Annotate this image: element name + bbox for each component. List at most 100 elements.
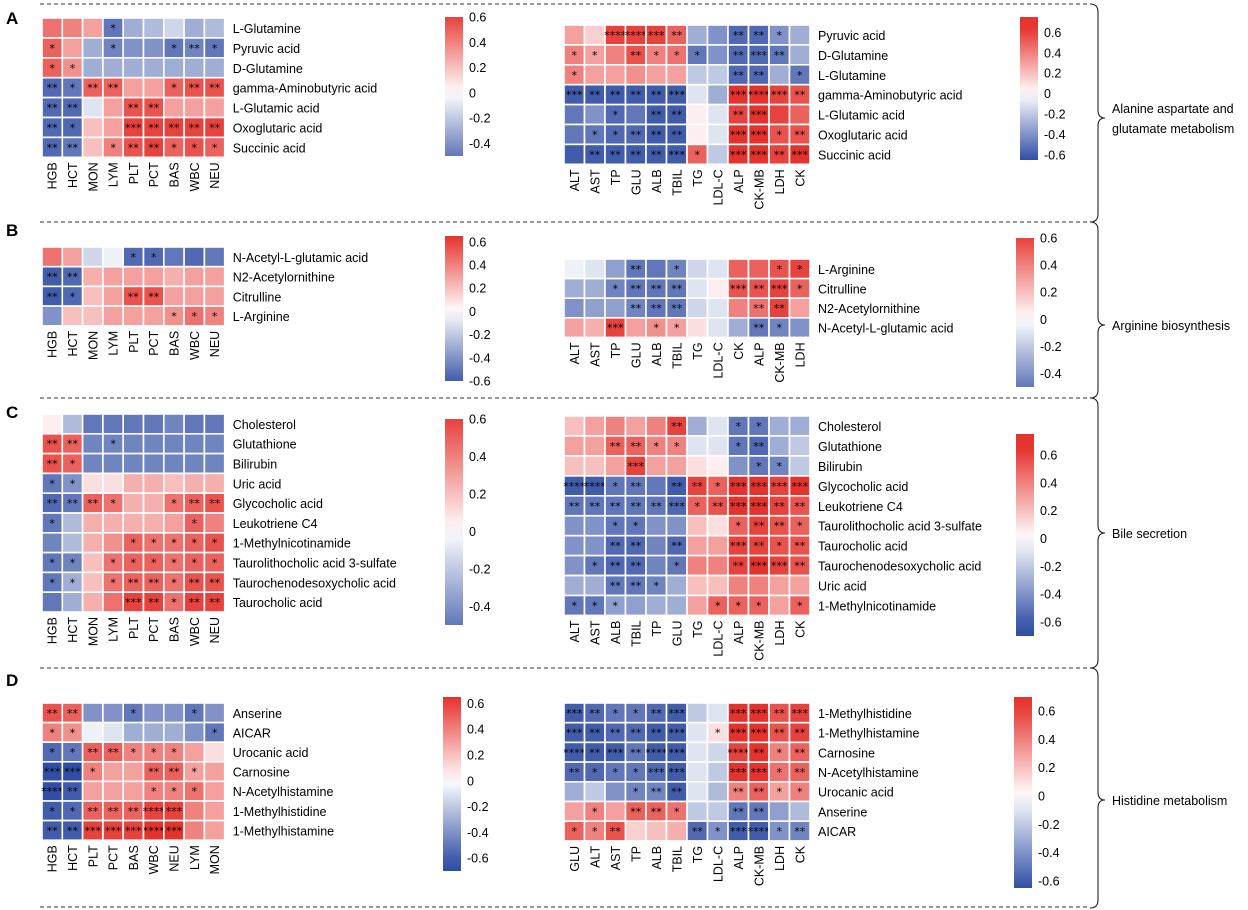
heatmap-cell bbox=[604, 800, 627, 823]
significance-star: **** bbox=[748, 825, 771, 838]
heatmap-cell bbox=[788, 24, 811, 46]
significance-star: * bbox=[110, 141, 116, 154]
colorbar-tick-label: 0.4 bbox=[467, 723, 484, 737]
significance-star: ** bbox=[128, 102, 140, 115]
significance-star: * bbox=[695, 49, 701, 62]
column-label: ALB bbox=[650, 846, 664, 870]
heatmap-cell bbox=[706, 514, 729, 537]
heatmap-cell bbox=[61, 37, 84, 59]
heatmap-cell bbox=[81, 285, 104, 307]
significance-star: * bbox=[674, 440, 680, 453]
heatmap-cell bbox=[203, 265, 226, 288]
column-label: MON bbox=[86, 617, 100, 646]
significance-star: ** bbox=[753, 786, 765, 799]
colorbar-tick-label: 0.2 bbox=[469, 61, 486, 75]
column-label: LYM bbox=[107, 162, 121, 187]
heatmap-cell bbox=[163, 96, 185, 119]
heatmap-cell bbox=[122, 472, 145, 494]
significance-star: * bbox=[90, 766, 96, 779]
significance-star: * bbox=[777, 322, 783, 335]
heatmap-cell bbox=[645, 534, 668, 557]
column-label: LDL-C bbox=[711, 846, 725, 882]
significance-star: ** bbox=[794, 825, 806, 838]
heatmap-cell bbox=[686, 761, 709, 783]
heatmap-cell bbox=[706, 574, 729, 597]
significance-star: *** bbox=[648, 29, 665, 42]
significance-star: * bbox=[49, 576, 55, 589]
significance-star: * bbox=[797, 600, 803, 613]
heatmap-cell bbox=[142, 37, 165, 59]
significance-star: * bbox=[110, 557, 116, 570]
significance-star: ** bbox=[67, 102, 79, 115]
heatmap-cell bbox=[183, 17, 206, 39]
significance-star: * bbox=[613, 766, 619, 779]
significance-star: * bbox=[756, 600, 762, 613]
significance-star: * bbox=[797, 263, 803, 276]
heatmap-cell bbox=[163, 246, 185, 268]
significance-star: ** bbox=[651, 302, 663, 315]
significance-star: **** bbox=[584, 480, 607, 493]
significance-star: ** bbox=[67, 707, 79, 720]
heatmap-cell bbox=[665, 64, 688, 86]
heatmap-cell bbox=[61, 531, 84, 554]
significance-star: * bbox=[592, 560, 598, 573]
significance-star: *** bbox=[751, 766, 768, 779]
heatmap-cell bbox=[81, 551, 104, 574]
colorbar-tick-label: 0.2 bbox=[1044, 67, 1061, 81]
significance-star: * bbox=[70, 477, 76, 490]
significance-star: * bbox=[131, 707, 137, 720]
significance-star: *** bbox=[792, 707, 809, 720]
significance-star: * bbox=[736, 520, 742, 533]
heatmap-cell bbox=[788, 800, 811, 823]
significance-star: ** bbox=[671, 29, 683, 42]
significance-star: * bbox=[192, 141, 198, 154]
significance-star: ** bbox=[630, 560, 642, 573]
colorbar-tick-label: 0 bbox=[467, 774, 474, 788]
heatmap-cell bbox=[183, 721, 206, 743]
heatmap-cell bbox=[102, 413, 125, 435]
significance-star: *** bbox=[730, 766, 747, 779]
heatmap-cell bbox=[706, 83, 729, 106]
column-label: TBIL bbox=[670, 342, 684, 368]
heatmap-cell bbox=[81, 37, 104, 59]
colorbar-tick-label: 0.6 bbox=[1040, 448, 1057, 462]
significance-star: * bbox=[212, 537, 218, 550]
heatmap-cell bbox=[81, 702, 104, 724]
significance-star: ** bbox=[651, 500, 663, 513]
significance-star: ** bbox=[651, 282, 663, 295]
significance-star: ** bbox=[589, 727, 601, 740]
column-label: LDL-C bbox=[711, 621, 725, 657]
column-label: LDH bbox=[773, 846, 787, 871]
colorbar-tick-label: 0.6 bbox=[469, 11, 486, 25]
significance-star: * bbox=[572, 600, 578, 613]
heatmap-cell bbox=[563, 435, 586, 457]
significance-star: * bbox=[797, 786, 803, 799]
heatmap-cell bbox=[604, 455, 627, 477]
column-label: AST bbox=[588, 169, 602, 194]
heatmap-cell bbox=[102, 472, 125, 494]
heatmap-cell bbox=[203, 819, 226, 841]
heatmap-cell bbox=[788, 103, 811, 126]
significance-star: ** bbox=[753, 540, 765, 553]
colorbar-tick-label: 0.4 bbox=[469, 259, 486, 273]
significance-star: ** bbox=[692, 480, 704, 493]
significance-star: ** bbox=[47, 121, 59, 134]
heatmap-cell bbox=[768, 594, 791, 617]
heatmap-right: ****************************************… bbox=[563, 415, 1062, 661]
heatmap-cell bbox=[706, 455, 729, 477]
heatmap-cell bbox=[563, 800, 586, 823]
heatmap-cell bbox=[563, 574, 586, 597]
significance-star: ** bbox=[610, 500, 622, 513]
significance-star: * bbox=[592, 128, 598, 141]
significance-star: * bbox=[674, 805, 680, 818]
significance-star: * bbox=[592, 825, 598, 838]
significance-star: ** bbox=[630, 282, 642, 295]
significance-star: ** bbox=[733, 786, 745, 799]
colorbar-tick-label: -0.6 bbox=[469, 375, 491, 389]
significance-star: * bbox=[110, 22, 116, 35]
heatmap-cell bbox=[203, 285, 226, 307]
significance-star: * bbox=[674, 49, 680, 62]
pathway-label: Histidine metabolism bbox=[1112, 794, 1227, 808]
column-label: MON bbox=[86, 162, 100, 191]
